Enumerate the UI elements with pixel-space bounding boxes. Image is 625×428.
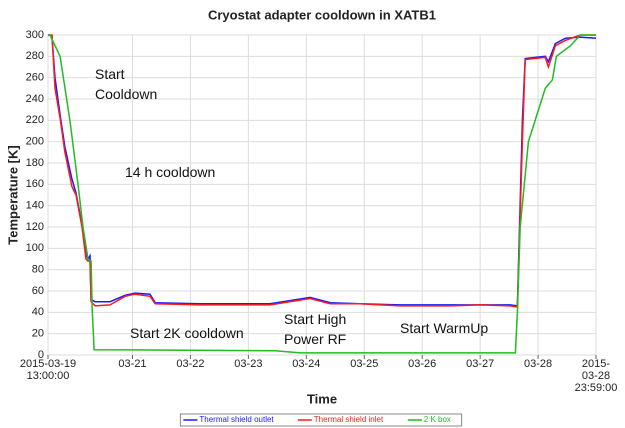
- y-tick-label: 120: [26, 221, 44, 233]
- annotation: Start Cooldown: [95, 66, 158, 102]
- annotation: 14 h cooldown: [125, 164, 216, 180]
- x-tick-label: 03-24: [292, 358, 321, 370]
- y-tick-label: 160: [26, 178, 44, 190]
- y-tick-label: 220: [26, 114, 44, 126]
- chart-title: Cryostat adapter cooldown in XATB1: [208, 7, 436, 22]
- y-tick-label: 100: [26, 242, 44, 254]
- x-tick-label: 03-25: [350, 358, 379, 370]
- y-tick-label: 0: [38, 349, 44, 361]
- legend-label: 2 K box: [424, 415, 451, 424]
- x-tick-label: 2015-03-19 13:00:00: [19, 358, 77, 382]
- x-tick-label: 03-28: [524, 358, 553, 370]
- series-line: [48, 34, 596, 354]
- x-axis-label: Time: [307, 391, 337, 406]
- y-tick-label: 40: [32, 306, 44, 318]
- y-tick-label: 240: [26, 93, 44, 105]
- series-line: [48, 34, 596, 308]
- annotation: Start 2K cooldown: [130, 325, 244, 341]
- annotation: Start WarmUp: [400, 320, 489, 336]
- y-tick-label: 280: [26, 50, 44, 62]
- y-tick-label: 20: [32, 328, 44, 340]
- x-tick-label: 03-22: [176, 358, 205, 370]
- legend-label: Thermal shield outlet: [199, 415, 274, 424]
- y-tick-label: 200: [26, 136, 44, 148]
- legend-box: [179, 413, 463, 427]
- y-tick-label: 60: [32, 285, 44, 297]
- legend-label: Thermal shield inlet: [314, 415, 384, 424]
- x-tick-label: 03-27: [466, 358, 495, 370]
- y-tick-label: 180: [26, 157, 44, 169]
- y-tick-label: 140: [26, 200, 44, 212]
- legend: Thermal shield outlet Thermal shield inle…: [179, 413, 463, 427]
- annotation: Start High Power RF: [284, 311, 347, 347]
- y-tick-label: 80: [32, 264, 44, 276]
- x-tick-label: 03-21: [118, 358, 147, 370]
- x-tick-label: 03-26: [408, 358, 437, 370]
- y-tick-label: 300: [26, 29, 44, 41]
- x-tick-label: 2015-03-28 23:59:00: [574, 358, 618, 394]
- y-axis-label: Temperature [K]: [5, 145, 20, 244]
- y-tick-label: 260: [26, 72, 44, 84]
- x-tick-label: 03-23: [234, 358, 263, 370]
